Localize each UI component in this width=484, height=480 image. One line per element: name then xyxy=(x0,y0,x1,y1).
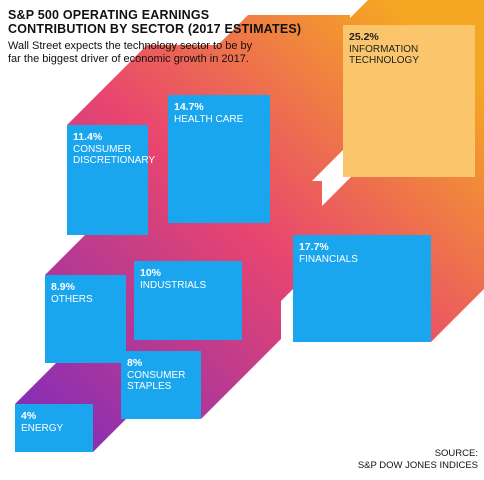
chart-subtitle: Wall Street expects the technology secto… xyxy=(8,40,253,65)
source-org: S&P DOW JONES INDICES xyxy=(357,460,478,471)
sector-name-label: OTHERS xyxy=(51,294,93,305)
sector-box: 8.9%OTHERS xyxy=(45,275,126,363)
sector-value-label: 14.7% xyxy=(174,101,204,113)
sector-box-face xyxy=(15,404,93,452)
sector-name-label: STAPLES xyxy=(127,381,172,392)
sector-box: 10%INDUSTRIALS xyxy=(134,261,242,340)
sector-name-label: HEALTH CARE xyxy=(174,114,244,125)
sector-value-label: 25.2% xyxy=(349,31,379,43)
source-note: SOURCE: S&P DOW JONES INDICES xyxy=(358,448,478,472)
sector-name-label: INDUSTRIALS xyxy=(140,280,206,291)
sector-name-label: DISCRETIONARY xyxy=(73,155,155,166)
chart-title: S&P 500 OPERATING EARNINGS CONTRIBUTION … xyxy=(8,8,302,36)
sector-box: 4%ENERGY xyxy=(15,404,93,452)
sector-value-label: 4% xyxy=(21,410,37,422)
sector-name-label: FINANCIALS xyxy=(299,254,358,265)
sector-box-face xyxy=(45,275,126,363)
sector-box: 17.7%FINANCIALS xyxy=(293,235,431,342)
sector-value-label: 10% xyxy=(140,267,162,279)
sector-box-face xyxy=(121,351,201,419)
sector-value-label: 17.7% xyxy=(299,241,329,253)
sector-name-label: ENERGY xyxy=(21,423,64,434)
sector-box-face xyxy=(293,235,431,342)
sector-box-face xyxy=(168,95,270,223)
sector-value-label: 8% xyxy=(127,357,143,369)
sector-box-face xyxy=(134,261,242,340)
sector-name-label: INFORMATION xyxy=(349,44,418,55)
sector-value-label: 8.9% xyxy=(51,281,76,293)
sector-box-face xyxy=(343,25,475,177)
sector-name-label: TECHNOLOGY xyxy=(349,55,419,66)
sector-value-label: 11.4% xyxy=(73,131,103,143)
source-label: SOURCE: xyxy=(434,448,478,459)
sector-box: 14.7%HEALTH CARE xyxy=(168,95,270,223)
sector-name-label: CONSUMER xyxy=(73,144,131,155)
sector-box-face xyxy=(67,125,148,235)
sector-name-label: CONSUMER xyxy=(127,370,185,381)
